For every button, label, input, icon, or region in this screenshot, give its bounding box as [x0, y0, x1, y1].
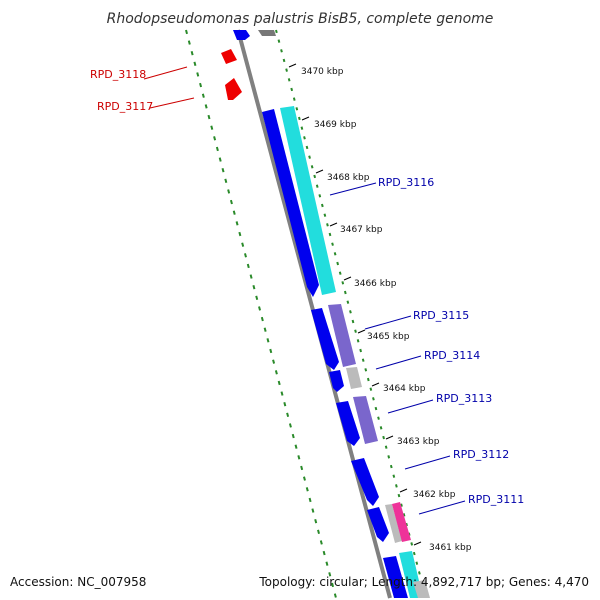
tick-label: 3461 kbp	[429, 543, 472, 553]
cog-partial-bottom-gray	[413, 580, 430, 598]
tick-label: 3470 kbp	[301, 67, 344, 77]
cog-rpd-3111-pink	[392, 502, 411, 542]
tick-mark	[385, 435, 394, 440]
tick-mark	[301, 116, 310, 121]
cds-forward-partial-top	[233, 30, 250, 40]
gene-label-rpd-3117: RPD_3117	[97, 100, 153, 113]
gene-label-rpd-3118: RPD_3118	[90, 68, 146, 81]
gene-label-rpd-3115: RPD_3115	[413, 309, 469, 322]
leader-line-rpd-3112	[404, 455, 451, 470]
tick-label: 3466 kbp	[354, 279, 397, 289]
cds-rpd-3116	[262, 109, 319, 297]
tick-mark	[371, 382, 380, 387]
gene-label-rpd-3112: RPD_3112	[453, 448, 509, 461]
cds-rpd-3112	[351, 458, 379, 506]
cog-rpd-3115	[328, 304, 356, 367]
gene-label-rpd-3111: RPD_3111	[468, 493, 524, 506]
cog-rpd-3114	[346, 367, 362, 389]
gene-label-rpd-3113: RPD_3113	[436, 392, 492, 405]
cog-rpd-3113	[353, 396, 378, 444]
tick-mark	[357, 329, 366, 334]
cds-forward-partial-bottom	[383, 556, 408, 598]
cds-rpd-3111	[367, 507, 389, 542]
cds-rpd-3115	[311, 308, 339, 370]
gc-content-track	[275, 29, 427, 599]
cog-rpd-3116	[280, 106, 336, 295]
leader-line-rpd-3111	[418, 500, 466, 515]
cog-rpd-3111-gray	[385, 504, 402, 543]
leader-line-rpd-3116	[329, 182, 377, 196]
tick-mark	[399, 488, 408, 493]
cog-partial-top	[258, 30, 276, 36]
map-title: Rhodopseudomonas palustris BisB5, comple…	[107, 11, 494, 27]
genome-stats-text: Topology: circular; Length: 4,892,717 bp…	[258, 575, 589, 589]
cds-rpd-3117	[225, 78, 242, 100]
gene-label-rpd-3114: RPD_3114	[424, 349, 480, 362]
tick-mark	[315, 169, 324, 174]
tick-label: 3465 kbp	[367, 332, 410, 342]
leader-line-rpd-3114	[375, 355, 422, 370]
leader-line-rpd-3117	[149, 97, 195, 109]
tick-mark	[288, 63, 297, 68]
leader-line-rpd-3113	[387, 399, 434, 414]
tick-label: 3469 kbp	[314, 120, 357, 130]
tick-label: 3462 kbp	[413, 490, 456, 500]
tick-mark	[413, 541, 422, 546]
leader-line-rpd-3115	[364, 315, 412, 330]
leader-line-rpd-3118	[143, 66, 188, 80]
tick-label: 3463 kbp	[397, 437, 440, 447]
cds-rpd-3114	[329, 370, 344, 392]
accession-text: Accession: NC_007958	[10, 575, 146, 589]
cds-rpd-3118	[221, 49, 237, 64]
tick-mark	[343, 276, 352, 281]
tick-mark	[329, 222, 338, 227]
tick-label: 3468 kbp	[327, 173, 370, 183]
tick-label: 3467 kbp	[340, 225, 383, 235]
tick-label: 3464 kbp	[383, 384, 426, 394]
cds-rpd-3113	[336, 401, 360, 446]
gene-label-rpd-3116: RPD_3116	[378, 176, 434, 189]
